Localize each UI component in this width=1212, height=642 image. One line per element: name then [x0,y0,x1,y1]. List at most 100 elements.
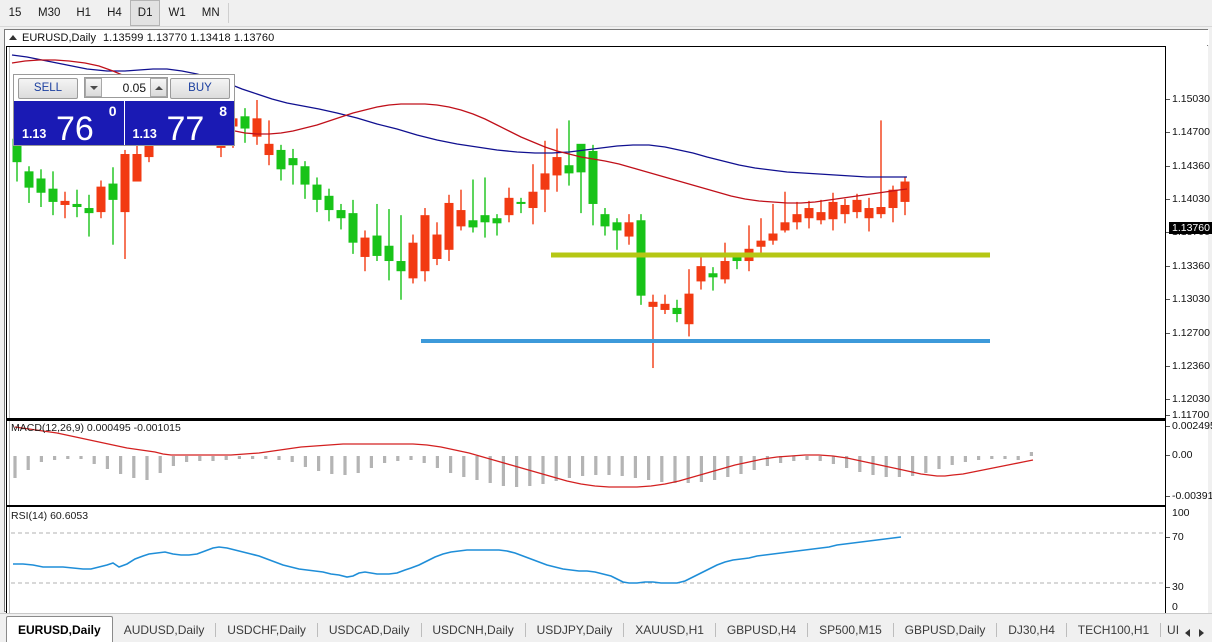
tab-usdchf-daily[interactable]: USDCHF,Daily [227,623,306,637]
macd-histogram-bar [92,456,96,464]
macd-histogram-bar [647,456,651,480]
scroll-left-icon[interactable] [1185,629,1191,637]
volume-stepper[interactable]: 0.05 [84,77,168,98]
timeframe-w1[interactable]: W1 [160,0,194,26]
macd-histogram-bar [277,456,281,460]
macd-canvas [13,426,1034,488]
candle-body [372,235,382,256]
rsi-caption: RSI(14) 60.6053 [11,510,89,522]
macd-histogram-bar [739,456,743,474]
macd-histogram-bar [409,456,413,460]
rsi-axis-label: 100 [1172,507,1190,519]
candle-body [480,215,490,223]
price-axis-label: 1.14030 [1172,193,1210,205]
macd-histogram-bar [171,456,175,466]
macd-caption: MACD(12,26,9) 0.000495 -0.001015 [11,422,181,434]
sell-button[interactable]: SELL [18,77,78,99]
macd-pane[interactable]: MACD(12,26,9) 0.000495 -0.001015 [6,420,1166,506]
macd-histogram-bar [422,456,426,463]
macd-histogram-bar [686,456,690,483]
macd-histogram-bar [264,456,268,459]
candle-body [492,218,502,224]
candle-body [456,210,466,227]
timeframe-m30[interactable]: M30 [30,0,69,26]
chart-ohlc-values: 1.13599 1.13770 1.13418 1.13760 [102,31,275,44]
macd-histogram-bar [13,456,17,478]
macd-histogram-bar [26,456,30,470]
candle-body [552,157,562,176]
candle-body [60,200,70,205]
macd-histogram-bar [211,456,215,461]
price-axis-label: 1.14700 [1172,126,1210,138]
macd-axis-label: 0.00 [1172,449,1193,461]
sell-price-display[interactable]: 1.13 76 0 [14,101,125,148]
macd-histogram-bar [977,456,981,460]
tab-gbpusd-h4[interactable]: GBPUSD,H4 [726,623,797,637]
trade-panel-controls: SELL 0.05 BUY [14,75,234,101]
price-axis-label: 1.15030 [1172,93,1210,105]
buy-button[interactable]: BUY [170,77,230,99]
macd-histogram-bar [541,456,545,484]
rsi-pane[interactable]: RSI(14) 60.6053 [6,506,1166,616]
price-axis: 1.15030 1.14700 1.14360 1.14030 1.13700 … [1166,46,1212,420]
macd-histogram-bar [290,456,294,462]
tab-usdjpy-daily[interactable]: USDJPY,Daily [536,623,613,637]
macd-histogram-bar [963,456,967,462]
candle-body [612,222,622,231]
macd-histogram-bar [53,456,57,460]
macd-histogram-bar [1003,456,1007,459]
candle-body [432,234,442,259]
triangle-up-icon[interactable] [9,35,17,40]
timeframe-h4[interactable]: H4 [99,0,130,26]
macd-histogram-bar [607,456,611,475]
macd-histogram-bar [924,456,928,473]
tab-tech100-h1[interactable]: TECH100,H1 [1077,623,1150,637]
macd-histogram-bar [303,456,307,467]
candle-body [120,154,130,213]
tab-dj30-h4[interactable]: DJ30,H4 [1008,623,1055,637]
candle-body [792,214,802,223]
caret-up-icon [154,85,163,90]
candle-body [588,150,598,204]
candle-body [264,143,274,156]
macd-histogram-bar [462,456,466,477]
timeframe-mn[interactable]: MN [193,0,228,26]
one-click-trading-panel: SELL 0.05 BUY 1.13 76 0 [13,74,235,148]
volume-decrement-button[interactable] [85,78,102,97]
scroll-right-icon[interactable] [1199,629,1205,637]
tab-xauusd-h1[interactable]: XAUUSD,H1 [635,623,704,637]
candle-body [336,210,346,219]
candle-body [840,204,850,215]
tab-gbpusd-daily[interactable]: GBPUSD,Daily [904,623,986,637]
macd-histogram-bar [132,456,136,478]
pane-rail-left [9,47,10,420]
buy-price-display[interactable]: 1.13 77 8 [124,101,234,148]
timeframe-h1[interactable]: H1 [68,0,100,26]
macd-histogram-bar [79,456,83,459]
candle-body [816,212,826,221]
candle-body [240,116,250,129]
candle-body [564,165,574,174]
macd-histogram-bar [805,456,809,460]
macd-histogram-bar [673,456,677,483]
macd-histogram-bar [343,456,347,475]
tab-eurusd-daily[interactable]: EURUSD,Daily [6,616,113,642]
tab-usdcnh-daily[interactable]: USDCNH,Daily [432,623,514,637]
candle-body [468,220,478,228]
sell-price-prefix: 1.13 [22,127,47,141]
volume-input[interactable]: 0.05 [122,80,146,95]
timeframe-m15[interactable]: 15 [0,0,30,26]
macd-histogram-bar [330,456,334,474]
candle-body [12,138,22,163]
macd-histogram-bar [158,456,162,473]
volume-increment-button[interactable] [150,78,167,97]
tab-partial[interactable]: UI [1167,623,1180,637]
macd-histogram-bar [660,456,664,482]
tab-audusd-daily[interactable]: AUDUSD,Daily [123,623,205,637]
pane-rail-left [9,507,10,615]
candle-body [852,199,862,213]
timeframe-d1[interactable]: D1 [129,0,161,26]
tab-usdcad-daily[interactable]: USDCAD,Daily [328,623,410,637]
tab-sp500-m15[interactable]: SP500,M15 [819,623,882,637]
